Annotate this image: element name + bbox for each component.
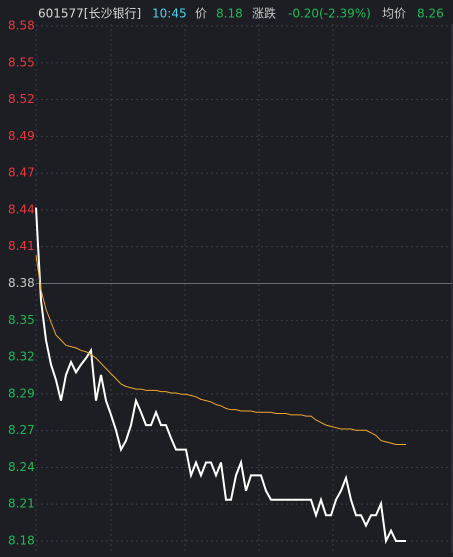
stock-code: 601577[长沙银行]: [38, 7, 141, 21]
y-tick-label: 8.27: [8, 423, 35, 437]
y-tick-label: 8.29: [8, 386, 35, 400]
header-bar: [0, 0, 453, 24]
avg-price: 8.26: [417, 7, 444, 21]
y-tick-label: 8.38: [8, 276, 35, 290]
y-tick-label: 8.49: [8, 129, 35, 143]
price-line: [35, 207, 406, 545]
y-tick-label: 8.18: [8, 534, 35, 548]
y-tick-label: 8.58: [8, 19, 35, 33]
time: 10:45: [152, 7, 187, 21]
y-tick-label: 8.41: [8, 239, 35, 253]
y-tick-label: 8.47: [8, 166, 35, 180]
y-tick-label: 8.21: [8, 497, 35, 511]
change-label: 涨跌: [252, 6, 276, 21]
y-tick-label: 8.35: [8, 313, 35, 327]
y-tick-label: 8.52: [8, 92, 35, 106]
y-tick-label: 8.24: [8, 460, 35, 474]
y-tick-label: 8.32: [8, 350, 35, 364]
price-label: 价: [195, 7, 207, 21]
price: 8.18: [216, 7, 243, 21]
avg-line: [35, 255, 406, 445]
avg-label: 均价: [382, 7, 406, 21]
change: -0.20(-2.39%): [288, 7, 371, 21]
y-tick-label: 8.55: [8, 55, 35, 69]
y-tick-label: 8.44: [8, 202, 35, 216]
